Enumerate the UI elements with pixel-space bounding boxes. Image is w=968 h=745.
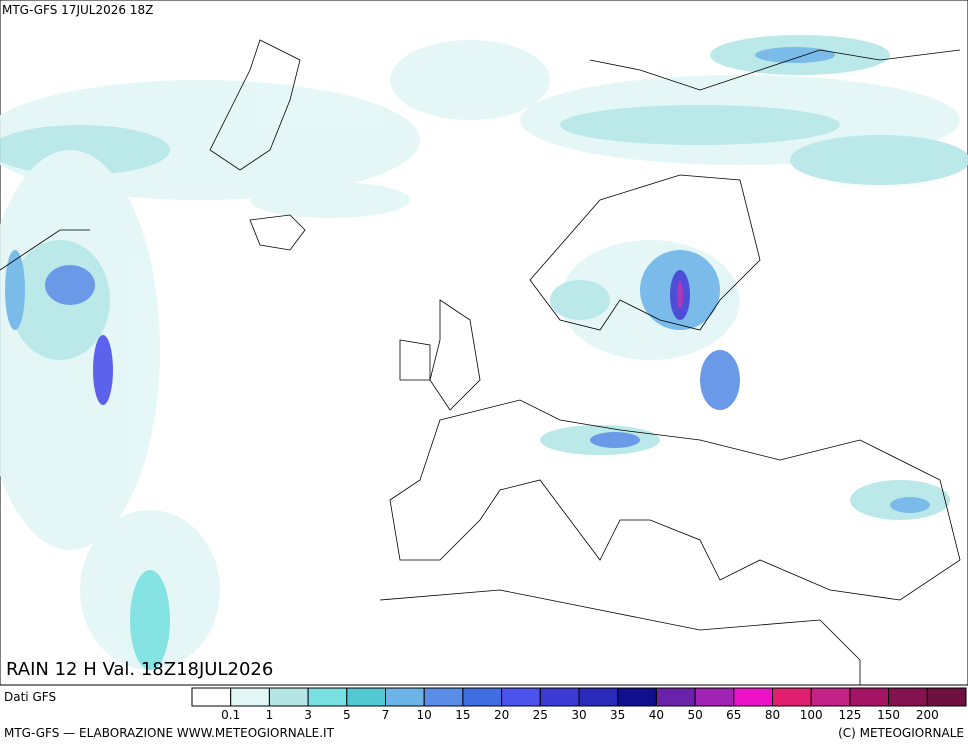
legend-swatch [191, 687, 232, 707]
legend-label: 25 [533, 708, 548, 722]
legend-label: 150 [877, 708, 900, 722]
legend-swatch [307, 687, 348, 707]
legend-label: 5 [343, 708, 351, 722]
legend-swatch [926, 687, 967, 707]
legend-label: 125 [838, 708, 861, 722]
legend-swatch [385, 687, 425, 707]
legend-swatch [772, 687, 812, 707]
legend-swatch [462, 687, 503, 707]
legend-label: 20 [494, 708, 509, 722]
legend-label: 100 [800, 708, 823, 722]
legend-label: 1 [266, 708, 274, 722]
legend-label: 80 [765, 708, 780, 722]
legend-swatch [849, 687, 890, 707]
legend-label: 40 [649, 708, 664, 722]
footer-left: MTG-GFS — ELABORAZIONE WWW.METEOGIORNALE… [4, 726, 335, 740]
legend-label: 35 [610, 708, 625, 722]
legend-source: Dati GFS [4, 690, 56, 704]
legend-swatch [346, 687, 386, 707]
legend-label: 10 [417, 708, 432, 722]
legend-swatch [810, 687, 851, 707]
legend-swatch [694, 687, 735, 707]
header-run: MTG-GFS 17JUL2026 18Z [2, 3, 153, 17]
legend-swatch [733, 687, 773, 707]
legend-label: 0.1 [221, 708, 240, 722]
legend-swatch [230, 687, 270, 707]
legend-label: 200 [916, 708, 939, 722]
legend-swatch [501, 687, 541, 707]
legend-swatch [655, 687, 696, 707]
legend-swatch [539, 687, 580, 707]
legend-swatch [888, 687, 928, 707]
legend-label: 50 [687, 708, 702, 722]
legend: 0.1 1 3 5 7 10 15 20 25 30 35 40 50 65 80 100 125 150 200 [191, 687, 967, 722]
legend-label: 3 [304, 708, 312, 722]
footer-right: (C) METEOGIORNALE [838, 726, 964, 740]
legend-label: 15 [455, 708, 470, 722]
legend-swatch [268, 687, 309, 707]
legend-label: 7 [382, 708, 390, 722]
legend-swatch [423, 687, 464, 707]
legend-label: 65 [726, 708, 741, 722]
legend-swatch [578, 687, 619, 707]
map-area: MTG-GFS 17JUL2026 18Z RAIN 12 H Val. 18Z… [0, 0, 968, 686]
legend-label: 30 [571, 708, 586, 722]
map-title: RAIN 12 H Val. 18Z18JUL2026 [6, 659, 273, 680]
legend-swatch [617, 687, 657, 707]
